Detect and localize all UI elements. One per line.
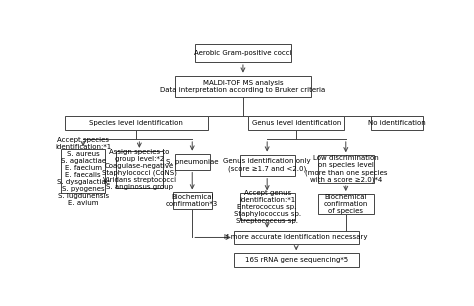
- FancyBboxPatch shape: [62, 149, 105, 193]
- Text: MALDI-TOF MS analysis
Data interpretation according to Bruker criteria: MALDI-TOF MS analysis Data interpretatio…: [160, 80, 326, 93]
- Text: Genus level identification: Genus level identification: [252, 120, 341, 126]
- Text: Accept species
identification:*1
S. aureus
S. agalactiae
E. faecium
E. faecalis
: Accept species identification:*1 S. aure…: [55, 136, 111, 206]
- Text: Assign species to
group level:*2
Coagulase-negative
Staphylococci (CoNS)
Viridan: Assign species to group level:*2 Coagula…: [102, 149, 177, 190]
- FancyBboxPatch shape: [240, 193, 295, 220]
- FancyBboxPatch shape: [234, 231, 359, 244]
- FancyBboxPatch shape: [372, 116, 423, 130]
- FancyBboxPatch shape: [195, 44, 291, 62]
- FancyBboxPatch shape: [318, 155, 374, 183]
- FancyBboxPatch shape: [173, 192, 212, 209]
- Text: No identification: No identification: [368, 120, 426, 126]
- Text: S. pneumoniae: S. pneumoniae: [166, 159, 219, 165]
- FancyBboxPatch shape: [234, 253, 359, 267]
- FancyBboxPatch shape: [116, 151, 163, 188]
- FancyBboxPatch shape: [174, 154, 210, 170]
- Text: 16S rRNA gene sequencing*5: 16S rRNA gene sequencing*5: [245, 257, 348, 263]
- Text: If more accurate identification necessary: If more accurate identification necessar…: [225, 234, 368, 241]
- Text: Biochemical
confirmation
of species: Biochemical confirmation of species: [324, 194, 368, 214]
- Text: Biochemical
confirmation*3: Biochemical confirmation*3: [166, 194, 219, 207]
- FancyBboxPatch shape: [318, 194, 374, 214]
- Text: Accept genus
identification:*1
Enterococcus sp.
Staphylococcus sp.
Streptococcus: Accept genus identification:*1 Enterococ…: [234, 190, 301, 224]
- FancyBboxPatch shape: [65, 116, 208, 130]
- FancyBboxPatch shape: [248, 116, 344, 130]
- Text: Species level identification: Species level identification: [90, 120, 183, 126]
- FancyBboxPatch shape: [175, 76, 311, 97]
- FancyBboxPatch shape: [240, 155, 295, 176]
- Text: Aerobic Gram-positive cocci: Aerobic Gram-positive cocci: [194, 50, 292, 56]
- Text: Low discrimination
on species level
(more than one species
with a score ≥2.0)*4: Low discrimination on species level (mor…: [304, 155, 387, 183]
- Text: Genus identification only
(score ≥1.7 and <2.0): Genus identification only (score ≥1.7 an…: [223, 159, 311, 172]
